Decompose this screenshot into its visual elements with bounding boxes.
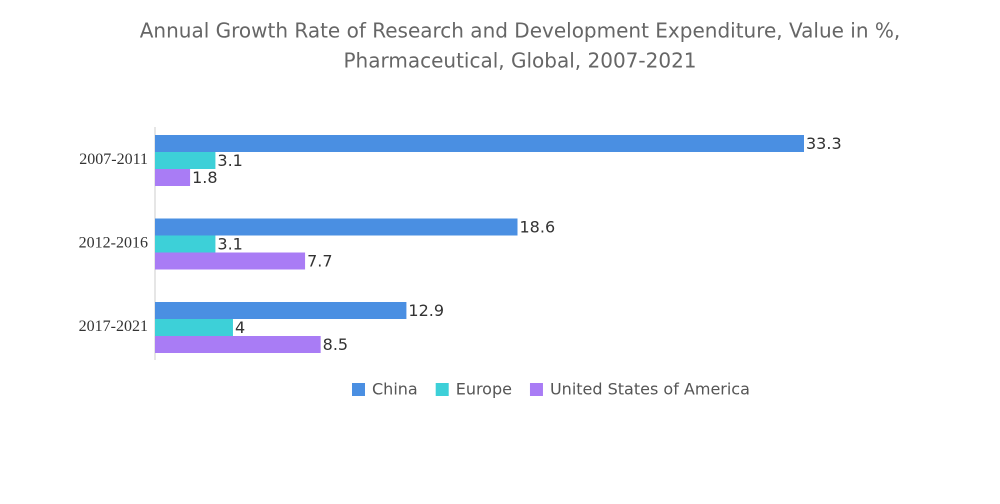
bar — [155, 169, 191, 186]
y-tick-label: 2007-2011 — [79, 151, 148, 168]
value-label: 12.9 — [408, 301, 444, 320]
value-label: 18.6 — [520, 218, 556, 237]
bar — [155, 252, 306, 270]
chart-title: Annual Growth Rate of Research and Devel… — [140, 19, 901, 43]
value-label: 4 — [235, 318, 245, 337]
bar — [155, 235, 216, 253]
bar — [155, 302, 407, 319]
legend-swatch — [352, 383, 365, 396]
legend-swatch — [435, 383, 449, 396]
chart-title: Pharmaceutical, Global, 2007-2021 — [343, 49, 696, 73]
bar — [155, 336, 321, 353]
value-label: 7.7 — [307, 252, 332, 271]
legend-label: United States of America — [550, 380, 750, 399]
value-label: 3.1 — [217, 235, 242, 254]
bar — [155, 319, 233, 336]
y-tick-label: 2017-2021 — [79, 318, 148, 335]
bar — [155, 218, 518, 236]
value-label: 33.3 — [806, 134, 842, 153]
y-tick-label: 2012-2016 — [79, 235, 148, 252]
value-label: 1.8 — [192, 168, 217, 187]
legend-swatch — [529, 383, 543, 396]
bar — [155, 152, 216, 169]
value-label: 3.1 — [217, 151, 242, 170]
legend-label: Europe — [456, 380, 512, 399]
bar — [155, 135, 804, 152]
value-label: 8.5 — [323, 335, 348, 354]
legend-label: China — [372, 380, 418, 399]
